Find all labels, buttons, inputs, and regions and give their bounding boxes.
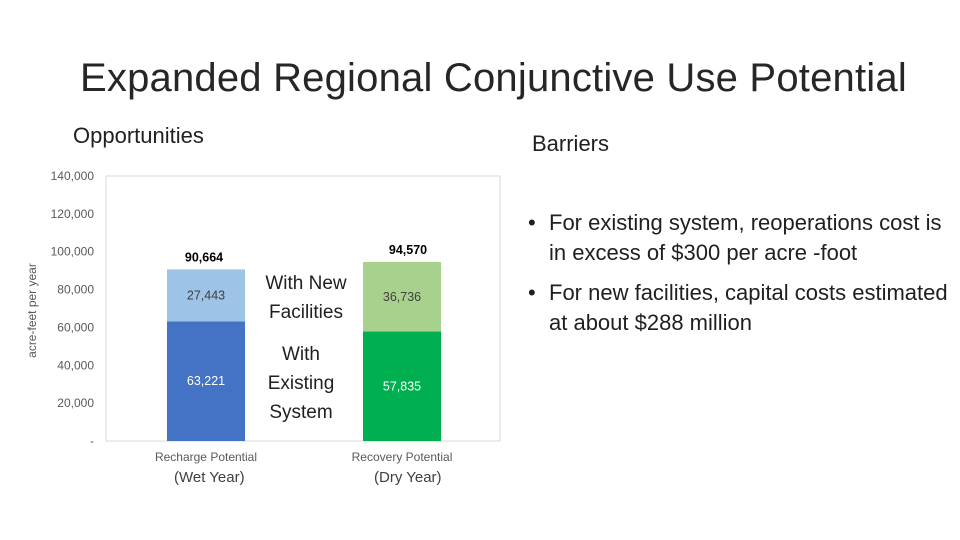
- barrier-item: • For new facilities, capital costs esti…: [528, 278, 948, 338]
- note-with-new-facilities: With New Facilities: [265, 273, 347, 323]
- data-label: 36,736: [383, 290, 421, 304]
- data-label: 57,835: [383, 379, 421, 393]
- data-label: 63,221: [187, 374, 225, 388]
- bar-segment: [363, 261, 441, 332]
- bullet-marker: •: [528, 280, 536, 305]
- y-tick-label: 80,000: [57, 283, 94, 297]
- slide-title: Expanded Regional Conjunctive Use Potent…: [80, 56, 907, 100]
- bullet-marker: •: [528, 210, 536, 235]
- x-category-label: Recovery Potential: [352, 450, 453, 464]
- total-label: 90,664: [185, 250, 223, 264]
- bar-segment: [363, 331, 441, 441]
- y-tick-label: 100,000: [51, 245, 95, 259]
- data-label: 27,443: [187, 288, 225, 302]
- stacked-bar-chart: - 20,000 40,000 60,000 80,000 100,000 120,000 1…: [25, 169, 501, 464]
- opportunities-heading: Opportunities: [73, 123, 204, 148]
- barriers-heading: Barriers: [532, 131, 610, 156]
- y-tick-label: 20,000: [57, 396, 94, 410]
- y-tick-label: 140,000: [51, 169, 95, 183]
- barriers-list: • For existing system, reoperations cost…: [528, 208, 948, 348]
- total-label: 94,570: [389, 243, 427, 257]
- bar-segment: [167, 269, 245, 322]
- y-tick-label: 120,000: [51, 207, 95, 221]
- y-tick-label: 60,000: [57, 320, 94, 334]
- barrier-text: For new facilities, capital costs estima…: [549, 280, 948, 335]
- bar-segment: [167, 321, 245, 441]
- y-tick-label: 40,000: [57, 358, 94, 372]
- x-category-label: Recharge Potential: [155, 450, 257, 464]
- y-axis-label: acre-feet per year: [25, 263, 39, 358]
- y-tick-label: -: [90, 434, 94, 448]
- barrier-text: For existing system, reoperations cost i…: [549, 210, 942, 265]
- plot-area: [105, 175, 501, 442]
- wet-year-label: (Wet Year): [174, 469, 245, 486]
- barrier-item: • For existing system, reoperations cost…: [528, 208, 948, 268]
- note-with-existing-system: With Existing System: [267, 344, 335, 423]
- dry-year-label: (Dry Year): [374, 469, 442, 486]
